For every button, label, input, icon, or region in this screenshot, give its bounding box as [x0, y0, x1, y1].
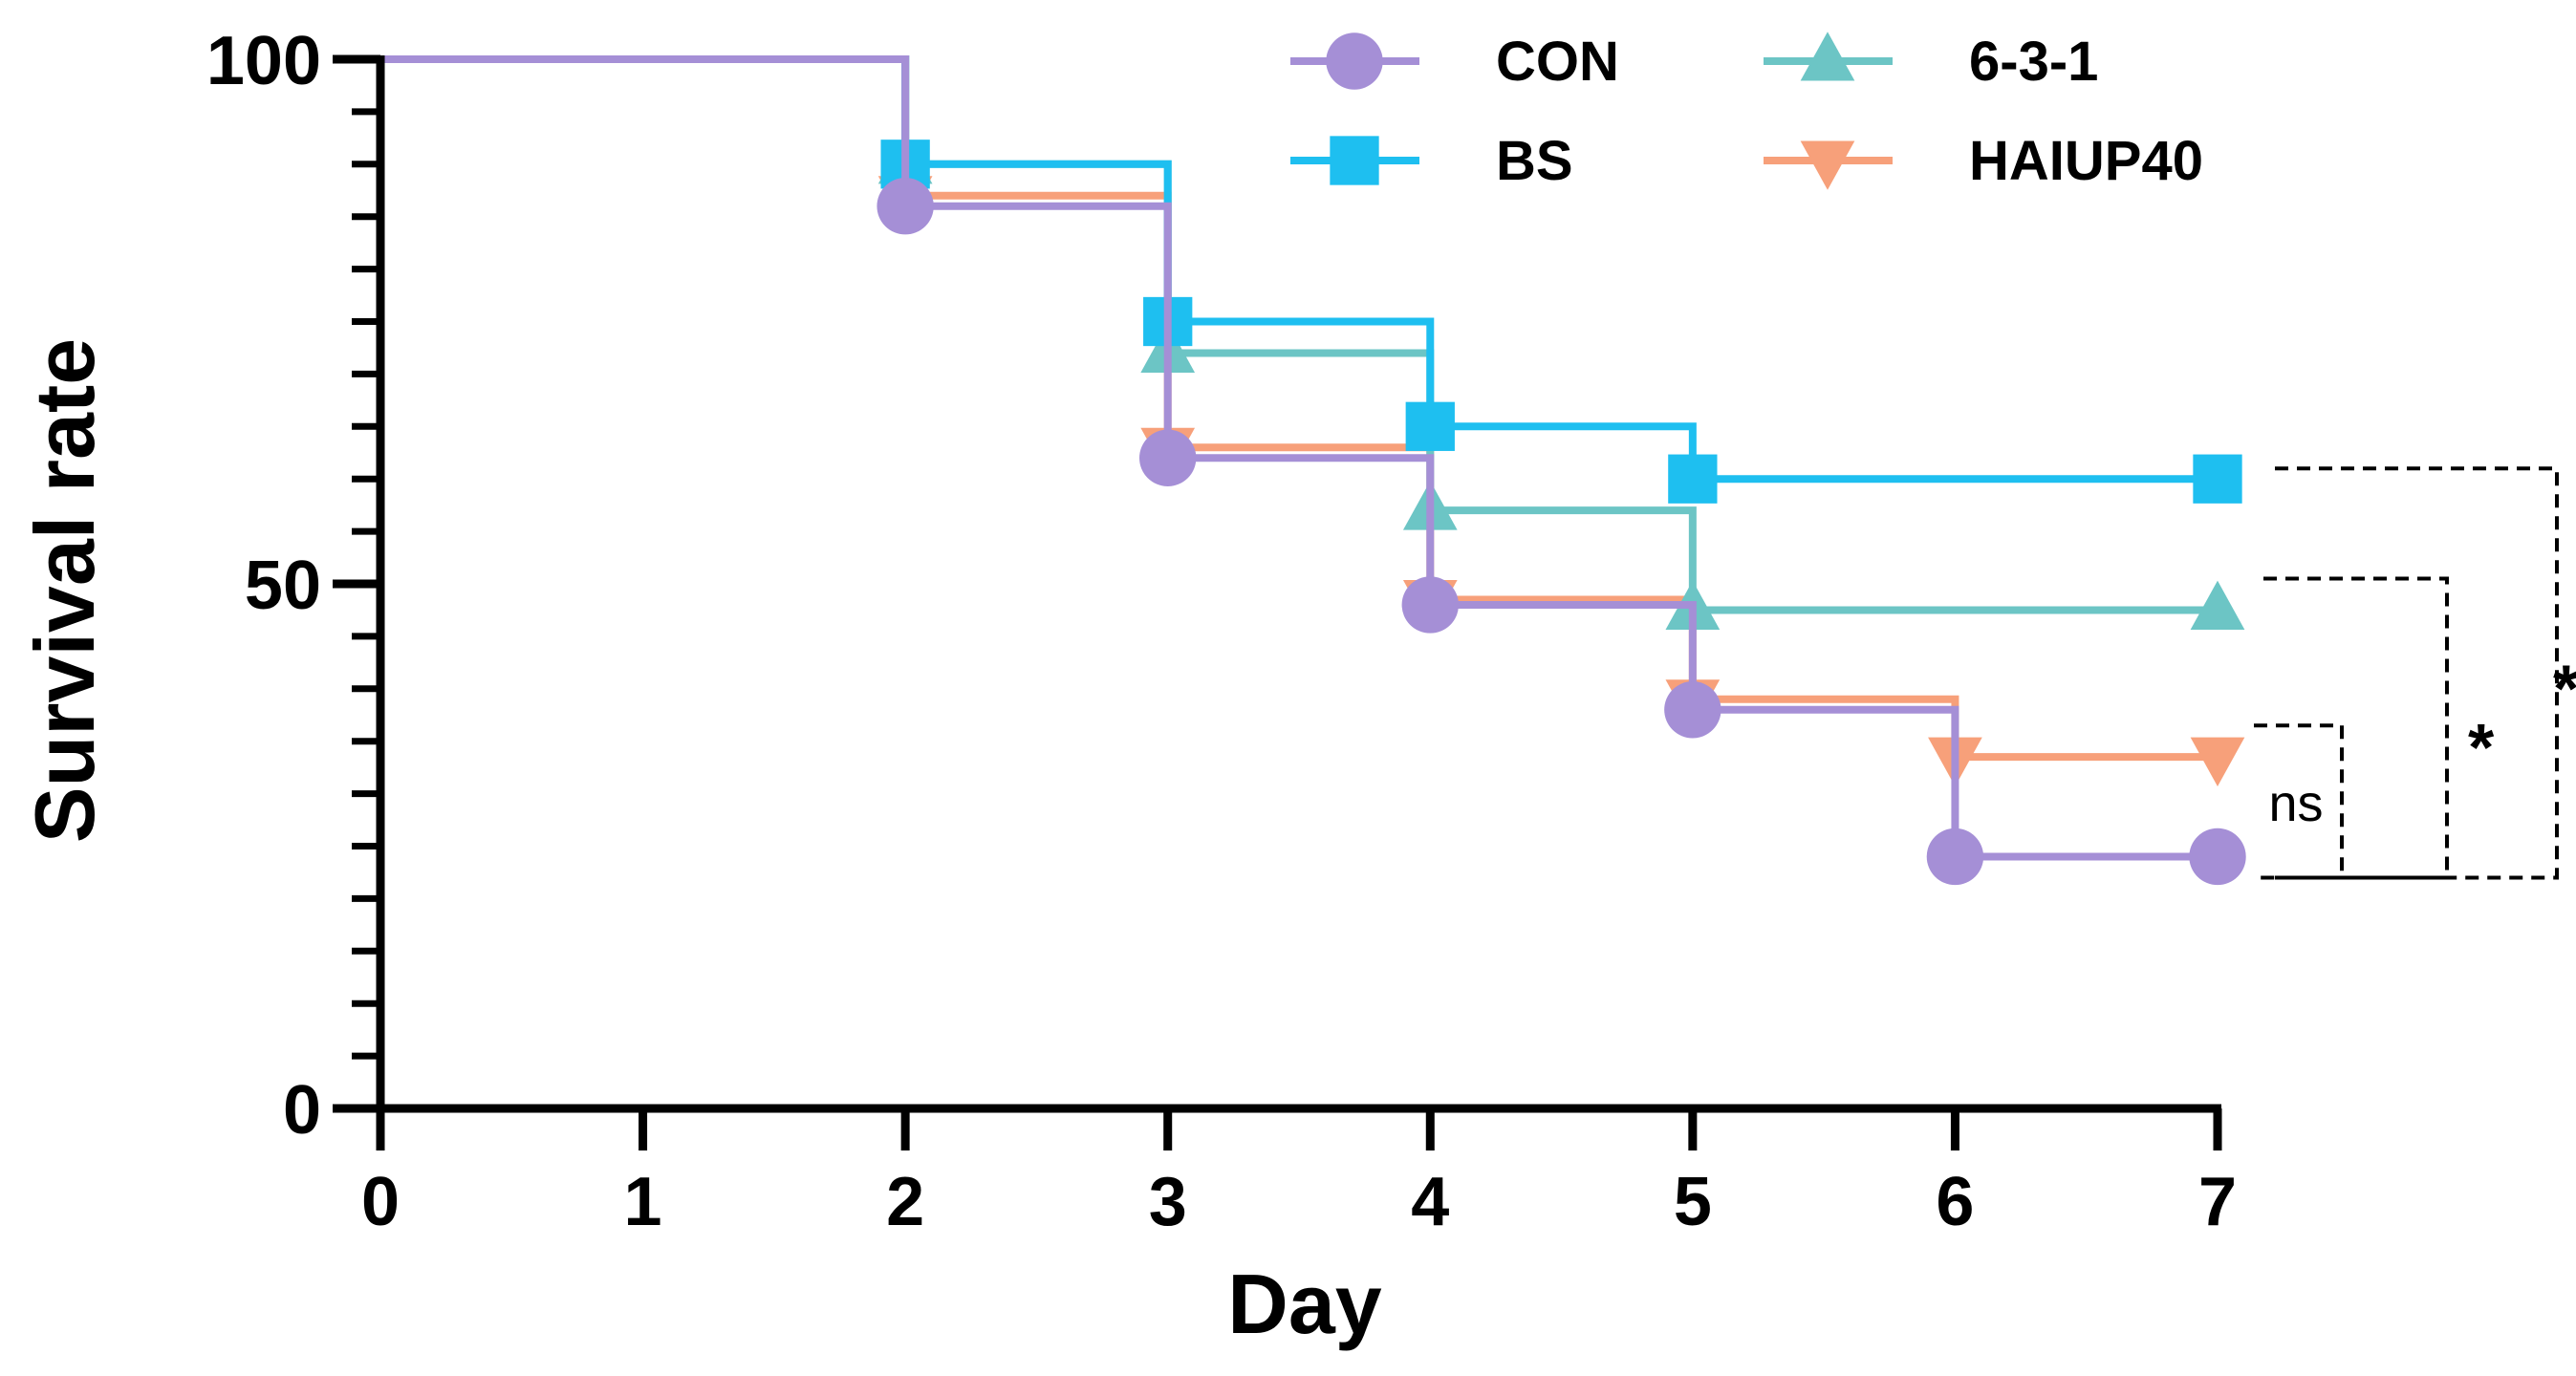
series-point-con: [877, 178, 934, 235]
series-point-bs: [1668, 454, 1718, 504]
series-point-con: [1664, 681, 1721, 739]
legend-marker-6-3-1: [1800, 32, 1855, 81]
legend-label-6-3-1: 6-3-1: [1969, 31, 2098, 93]
series-point-con: [1139, 429, 1197, 486]
x-tick-label: 4: [1411, 1164, 1449, 1240]
series-point-bs: [2193, 454, 2242, 504]
series-point-con: [1926, 828, 1984, 886]
series-point-con: [1401, 576, 1459, 634]
series-line-6-3-1: [380, 55, 2218, 614]
significance-annotations: ns * *: [2254, 466, 2576, 880]
y-tick-label: 0: [283, 1072, 321, 1149]
y-tick-label: 100: [206, 23, 321, 99]
significance-label-0: ns: [2268, 775, 2323, 832]
significance-bracket-0: [2254, 723, 2344, 880]
legend-label-con: CON: [1496, 31, 1619, 93]
series-line-bs: [380, 55, 2218, 484]
x-tick-label: 1: [624, 1164, 662, 1240]
legend-marker-haiup40: [1800, 140, 1855, 190]
y-axis-title: Survival rate: [17, 338, 112, 843]
x-tick-label: 2: [886, 1164, 924, 1240]
x-tick-label: 6: [1936, 1164, 1974, 1240]
significance-label-2: *: [2553, 651, 2576, 725]
legend-marker-bs: [1330, 136, 1379, 185]
series-line-con: [380, 55, 2218, 861]
series-layer: [380, 55, 2246, 886]
x-tick-label: 7: [2198, 1164, 2237, 1240]
significance-bracket-1: [2263, 576, 2449, 880]
x-axis-title: Day: [1227, 1257, 1381, 1351]
significance-label-1: *: [2468, 710, 2495, 785]
x-tick-label: 0: [361, 1164, 400, 1240]
legend: CON 6-3-1 BS HAIUP40: [1290, 31, 2203, 192]
x-tick-label: 3: [1149, 1164, 1187, 1240]
legend-label-haiup40: HAIUP40: [1969, 130, 2203, 192]
series-point-bs: [1405, 401, 1455, 451]
series-point-haiup40: [2190, 737, 2245, 786]
legend-marker-con: [1326, 32, 1383, 90]
significance-bracket-2: [2275, 466, 2559, 880]
series-point-6-3-1: [2190, 580, 2245, 630]
axes-layer: 0 1 2 3 4 5 6 7 0 50 100: [206, 23, 2237, 1240]
series-point-con: [2189, 828, 2246, 886]
x-tick-label: 5: [1674, 1164, 1712, 1240]
legend-label-bs: BS: [1496, 130, 1573, 192]
y-tick-label: 50: [245, 548, 321, 624]
